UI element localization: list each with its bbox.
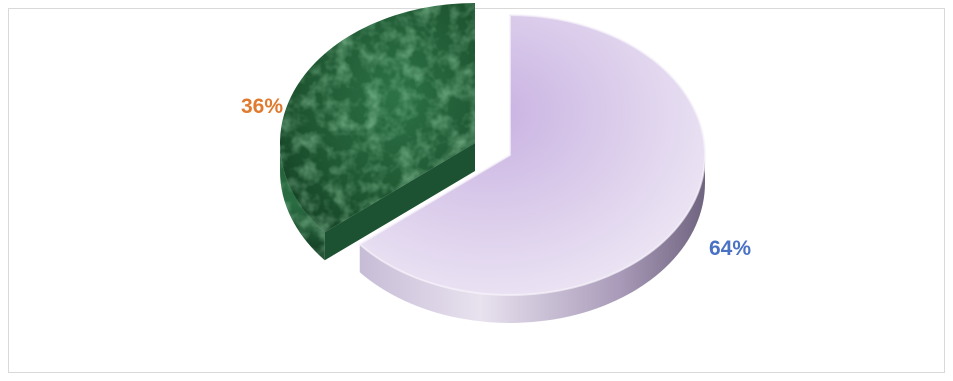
pie-slice-2 bbox=[280, 3, 475, 261]
pie-slice-1 bbox=[358, 13, 706, 323]
data-label-2: 36% bbox=[241, 95, 283, 118]
data-label-1: 64% bbox=[709, 237, 751, 260]
